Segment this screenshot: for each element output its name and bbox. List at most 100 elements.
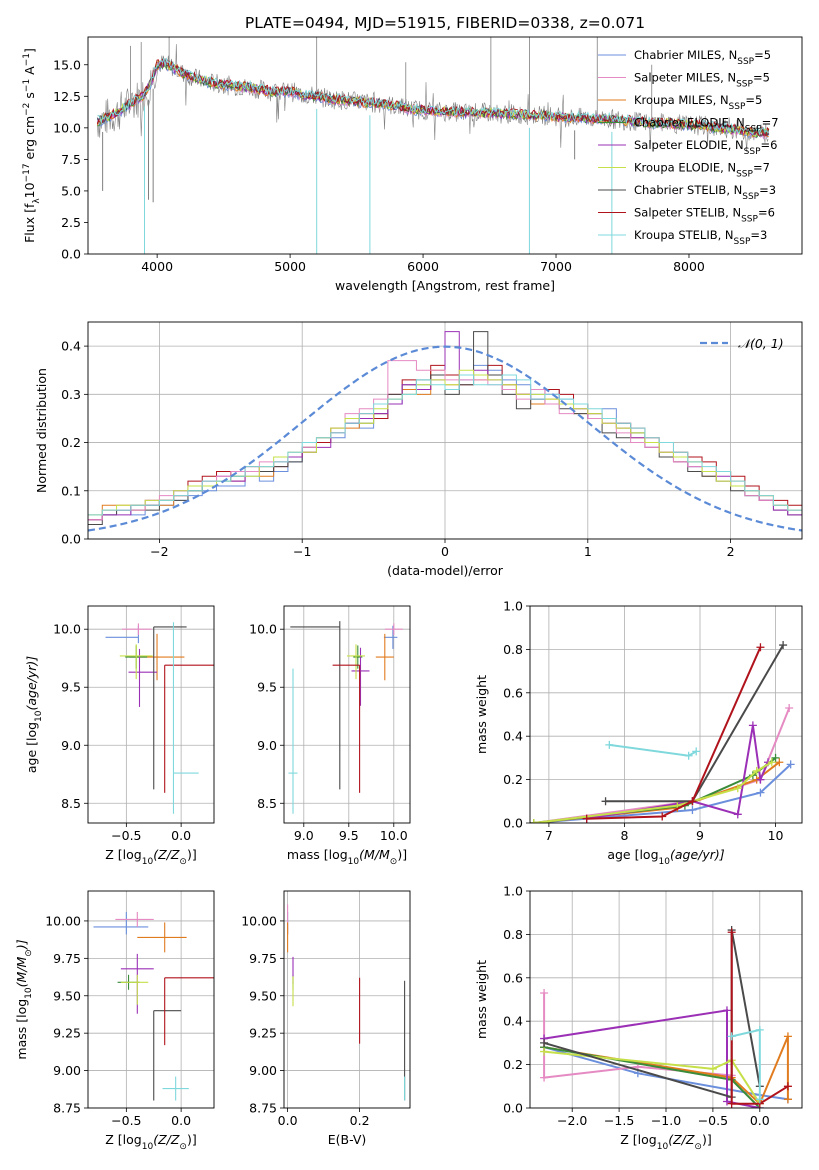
plot-area-z_mass <box>88 891 214 1108</box>
x-axis-label-part: (Z/Z <box>153 847 180 862</box>
legend-label-part: SSP <box>734 237 751 247</box>
legend-label-part: SSP <box>736 80 753 90</box>
y-tick-label: 8.5 <box>61 796 81 811</box>
y-axis-label-part: −2 <box>22 103 32 116</box>
weight-marker <box>688 797 697 806</box>
errorbar-point <box>119 644 153 680</box>
legend-label-part: SSP <box>729 102 746 112</box>
legend-label-part: Kroupa STELIB, N <box>634 228 734 242</box>
axes-frame <box>529 890 803 1109</box>
y-axis-label-part: (M/M <box>14 957 29 988</box>
y-tick-label: 1.0 <box>503 884 523 899</box>
y-axis-label-part: (age/yr)] <box>24 656 39 711</box>
x-tick-label: 0.0 <box>171 1113 191 1128</box>
y-tick-label: 7.5 <box>61 152 81 167</box>
axes-frame <box>529 605 803 824</box>
legend-label-part: =5 <box>745 93 762 107</box>
errorbar-point <box>137 922 187 953</box>
x-axis-label-part: 10 <box>348 857 360 867</box>
weight-marker <box>605 740 614 749</box>
weight-marker <box>733 784 742 793</box>
legend-label-part: =7 <box>762 116 779 130</box>
y-tick-label: 0.1 <box>61 483 81 498</box>
legend-label-part: SSP <box>742 192 759 202</box>
axes-z_age: −0.5 0.08.59.09.510.0Z [log10(Z/Z⊙)]age [… <box>24 605 215 867</box>
x-tick-label: −1 <box>293 544 311 559</box>
x-axis-label: Z [log10(Z/Z⊙)] <box>105 1132 196 1152</box>
x-tick-label: 9.0 <box>294 828 314 843</box>
x-axis-label: Z [log10(Z/Z⊙)] <box>105 847 196 867</box>
legend-label: Salpeter STELIB, NSSP=6 <box>634 206 775 225</box>
weight-marker <box>540 1073 549 1082</box>
legend-label-part: Chabrier MILES, N <box>634 48 737 62</box>
legend-label-part: SSP <box>745 125 762 135</box>
weight-line <box>609 743 697 757</box>
y-tick-label: 10.00 <box>45 913 81 928</box>
plot-area-residuals <box>88 322 802 539</box>
x-tick-label: 0.0 <box>278 1113 298 1128</box>
x-tick-label: 5000 <box>274 259 306 274</box>
errorbar-point <box>164 977 214 1046</box>
x-tick-label: 10.0 <box>380 828 408 843</box>
x-tick-label: 2 <box>727 544 735 559</box>
y-tick-label: 0.4 <box>503 1014 523 1029</box>
x-axis-label-part: (Z/Z <box>668 1132 695 1147</box>
figure-title: PLATE=0494, MJD=51915, FIBERID=0338, z=0… <box>245 14 645 32</box>
y-axis-label-part: 10 <box>24 987 34 999</box>
weight-marker <box>785 703 794 712</box>
x-axis-label: wavelength [Angstrom, rest frame] <box>335 278 555 293</box>
y-tick-label: 9.00 <box>249 1063 277 1078</box>
y-tick-label: 0.6 <box>503 685 523 700</box>
y-axis-label: mass [log10(M/M⊙)] <box>14 939 34 1059</box>
y-axis-label: Flux [fλ10−17 erg cm−2 s−1 A−1] <box>22 48 42 243</box>
x-axis-label: Z [log10(Z/Z⊙)] <box>620 1132 711 1152</box>
weight-marker <box>767 758 776 767</box>
x-axis-label-part: mass [log <box>287 847 348 862</box>
errorbar-point <box>347 644 365 680</box>
x-axis-label-part: 10 <box>659 857 671 867</box>
y-axis-label-part: 10 <box>22 182 37 198</box>
x-axis-label: (data-model)/error <box>387 563 504 578</box>
y-tick-label: 9.5 <box>61 680 81 695</box>
legend-label-part: =5 <box>753 71 770 85</box>
legend-label: Chabrier ELODIE, NSSP=7 <box>634 116 779 135</box>
y-axis-label-part: )] <box>14 939 29 950</box>
y-tick-label: 5.0 <box>61 183 81 198</box>
axes-ebv_mass: 0.0 0.2 8.75 9.00 9.25 9.50 9.75 10.00 E(B-V) <box>241 890 411 1147</box>
normal-curve <box>88 345 802 532</box>
weight-marker <box>540 1047 549 1056</box>
y-tick-label: 10.00 <box>241 913 277 928</box>
legend-label: Kroupa STELIB, NSSP=3 <box>634 228 767 247</box>
y-tick-label: 0.0 <box>503 1101 523 1116</box>
errorbar-point <box>164 664 214 793</box>
y-axis-label: mass weight <box>474 960 489 1039</box>
y-tick-label: 9.5 <box>257 680 277 695</box>
y-tick-label: 9.0 <box>61 738 81 753</box>
weight-marker <box>727 928 736 937</box>
x-tick-label: 1 <box>584 544 592 559</box>
errorbar-point <box>351 647 370 706</box>
weight-marker <box>688 805 697 814</box>
legend-label-part: =6 <box>761 138 778 152</box>
legend-label-part: Kroupa MILES, N <box>634 93 729 107</box>
legend-label-part: Salpeter MILES, N <box>634 71 736 85</box>
weight-marker <box>755 1025 764 1034</box>
y-axis-label-part: age [log <box>24 722 39 773</box>
y-tick-label: 9.25 <box>53 1026 81 1041</box>
errorbar-point <box>384 623 403 636</box>
model-spectrum-line <box>97 57 769 136</box>
weight-marker <box>783 1032 792 1041</box>
weight-marker <box>779 641 788 650</box>
legend-label-part: Salpeter ELODIE, N <box>634 138 744 152</box>
x-axis-label-part: )] <box>187 847 197 862</box>
x-axis-label-part: 10 <box>657 1142 669 1152</box>
errorbar-point <box>105 625 139 644</box>
weight-marker <box>756 788 765 797</box>
x-tick-label: 0.0 <box>171 828 191 843</box>
x-tick-label: −2 <box>150 544 168 559</box>
errorbar-point <box>332 664 361 793</box>
axes-frame <box>283 605 411 824</box>
weight-marker <box>783 1082 792 1091</box>
weight-marker <box>684 751 693 760</box>
